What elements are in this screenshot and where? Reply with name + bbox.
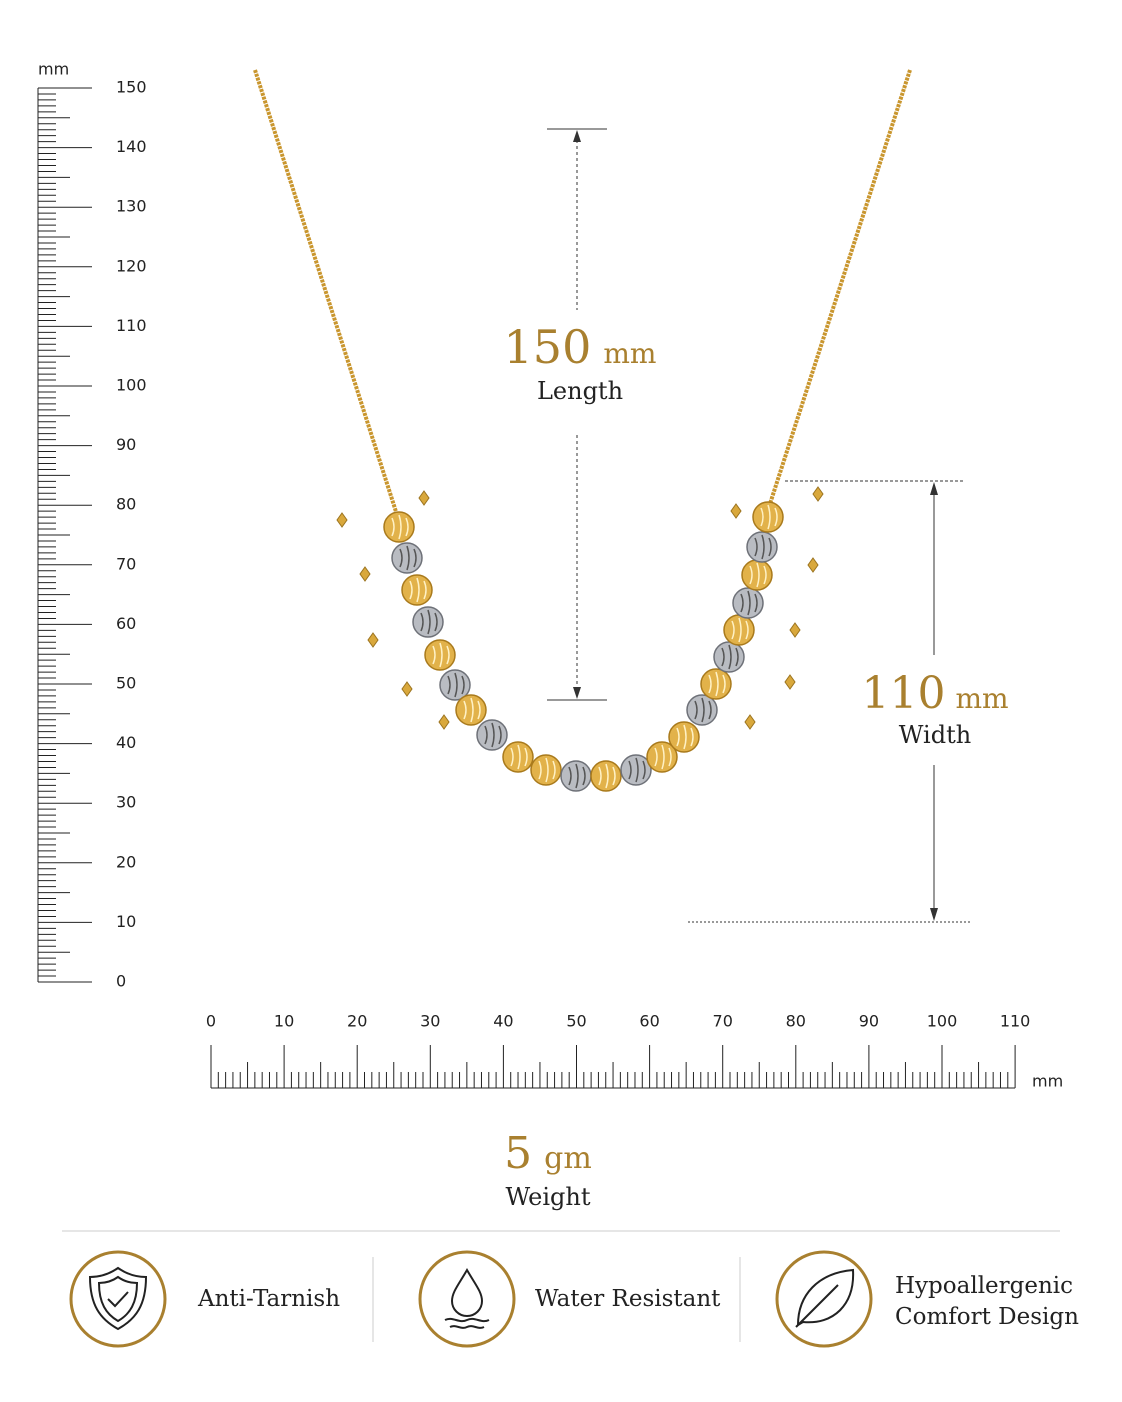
feature-label: Water Resistant <box>535 1286 721 1312</box>
bead-facet <box>676 724 694 750</box>
h-tick-label: 10 <box>274 1012 294 1031</box>
v-tick-label: 110 <box>116 316 147 335</box>
v-unit: mm <box>38 60 69 79</box>
bead-facet <box>568 763 586 789</box>
bead-facet <box>654 744 672 770</box>
length-value: 150 mm <box>504 320 657 374</box>
bead-facet <box>760 504 778 530</box>
bead-facet <box>447 672 465 698</box>
sparkle <box>807 557 819 573</box>
v-tick-label: 130 <box>116 197 147 216</box>
sparkle <box>359 566 371 582</box>
sparkle <box>730 503 742 519</box>
necklace <box>253 69 912 792</box>
v-tick-label: 10 <box>116 912 136 931</box>
v-tick-label: 70 <box>116 554 136 573</box>
width-value: 110 mm <box>861 668 1008 719</box>
width-label: Width <box>899 721 971 749</box>
sparkle <box>784 674 796 690</box>
width-dimension <box>688 480 972 923</box>
v-tick-label: 100 <box>116 376 147 395</box>
bead-facet <box>391 514 409 540</box>
v-tick-label: 80 <box>116 495 136 514</box>
sparkle <box>401 681 413 697</box>
bead-facet <box>740 590 758 616</box>
rulers <box>37 87 1016 1089</box>
weight-value: 5 gm <box>504 1128 592 1179</box>
bead-facet <box>721 644 739 670</box>
h-tick-label: 110 <box>1000 1012 1031 1031</box>
h-tick-label: 20 <box>347 1012 367 1031</box>
v-tick-label: 150 <box>116 78 147 97</box>
h-tick-label: 30 <box>420 1012 440 1031</box>
bead-facet <box>754 534 772 560</box>
v-tick-label: 0 <box>116 972 126 991</box>
bead-facet <box>708 671 726 697</box>
bead-facet <box>484 722 502 748</box>
bead-facet <box>510 744 528 770</box>
h-tick-label: 0 <box>206 1012 216 1031</box>
v-tick-label: 60 <box>116 614 136 633</box>
bead-facet <box>538 757 556 783</box>
bead-facet <box>731 617 749 643</box>
bead-facet <box>694 697 712 723</box>
sparkle <box>367 632 379 648</box>
bead-facet <box>399 545 417 571</box>
v-tick-label: 20 <box>116 852 136 871</box>
bead-facet <box>420 609 438 635</box>
feature-label: Hypoallergenic <box>895 1273 1073 1299</box>
length-dimension <box>547 128 607 701</box>
v-tick-label: 90 <box>116 435 136 454</box>
h-tick-label: 80 <box>786 1012 806 1031</box>
weight-label: Weight <box>505 1183 590 1211</box>
bead-facet <box>432 642 450 668</box>
h-tick-label: 60 <box>639 1012 659 1031</box>
v-tick-label: 40 <box>116 733 136 752</box>
v-tick-label: 50 <box>116 674 136 693</box>
h-tick-label: 70 <box>713 1012 733 1031</box>
bead-facet <box>598 763 616 789</box>
h-tick-label: 40 <box>493 1012 513 1031</box>
v-tick-label: 120 <box>116 256 147 275</box>
feature-icons <box>69 1250 873 1348</box>
h-tick-label: 100 <box>927 1012 958 1031</box>
sparkle <box>418 490 430 506</box>
bead-facet <box>749 562 767 588</box>
h-unit: mm <box>1032 1072 1063 1091</box>
sparkle <box>744 714 756 730</box>
bead-facet <box>463 697 481 723</box>
v-tick-label: 140 <box>116 137 147 156</box>
h-tick-label: 50 <box>566 1012 586 1031</box>
sparkle <box>789 622 801 638</box>
sparkle <box>336 512 348 528</box>
v-tick-label: 30 <box>116 793 136 812</box>
feature-label: Anti-Tarnish <box>197 1286 340 1312</box>
sparkle <box>812 486 824 502</box>
length-label: Length <box>537 377 623 405</box>
bead-facet <box>628 757 646 783</box>
sparkle <box>438 714 450 730</box>
feature-label: Comfort Design <box>895 1304 1079 1330</box>
h-tick-label: 90 <box>859 1012 879 1031</box>
bead-facet <box>409 577 427 603</box>
